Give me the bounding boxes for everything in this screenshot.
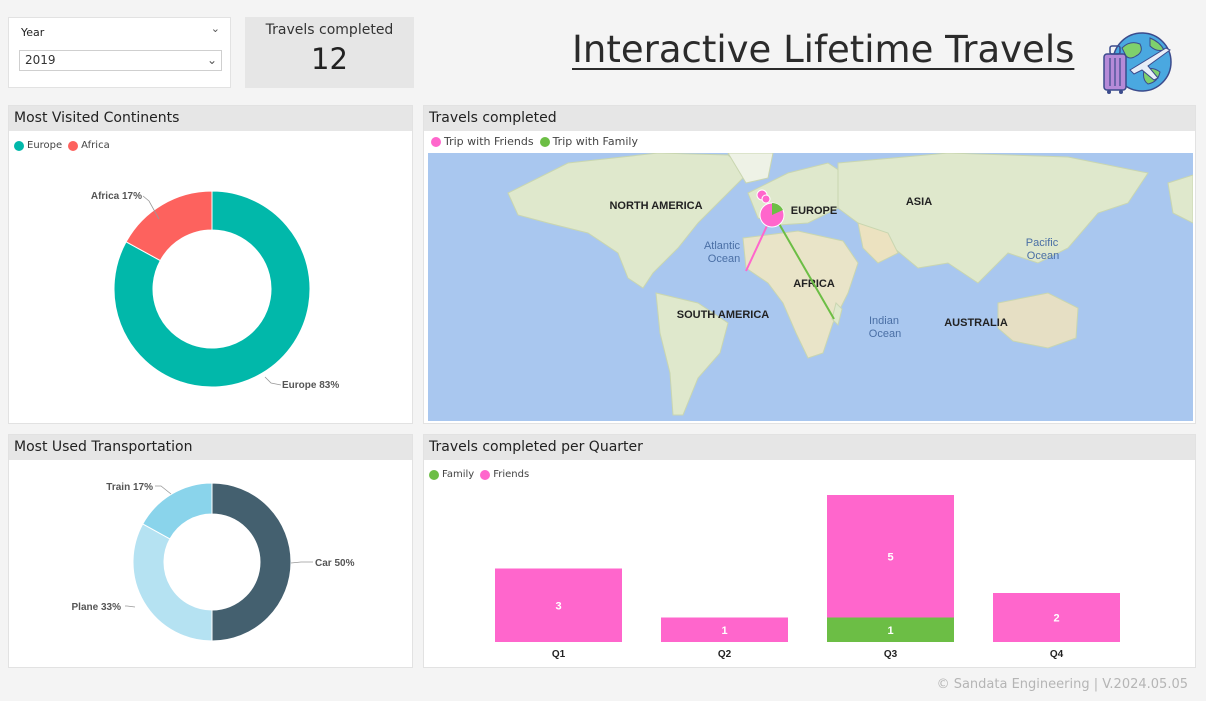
quarter-legend: Family Friends [429,469,529,480]
map-label-australia: AUSTRALIA [944,317,1008,329]
donut-slice-europe[interactable] [113,190,311,388]
continents-title: Most Visited Continents [9,106,412,131]
trip-bubble-friends[interactable] [761,194,771,204]
land-south-america [655,292,729,416]
slice-label-car: Car 50% [315,558,355,569]
land-arabia [857,222,899,264]
legend-swatch [431,136,441,147]
legend-label: Family [442,469,475,480]
trip-bubble-family-wedge[interactable] [772,202,783,215]
transport-title: Most Used Transportation [9,435,412,460]
donut-slice-car[interactable] [211,482,292,642]
map-label-asia: ASIA [906,196,932,208]
land-greenland [727,153,774,184]
leader-line [290,561,313,564]
land-africa [742,230,859,359]
map-label-pacific: Pacific [1026,237,1059,249]
donut-slice-plane[interactable] [132,523,213,642]
x-tick-label: Q3 [884,649,898,660]
year-dropdown[interactable]: 2019 ⌄ [19,50,222,71]
slice-label-train: Train 17% [106,482,153,493]
legend-swatch [68,140,79,151]
bar-label-friends-q4: 2 [1053,613,1059,625]
chevron-down-icon[interactable]: ⌄ [210,22,220,35]
legend-swatch [429,469,439,480]
bar-family-q3[interactable] [827,617,954,643]
legend-label: Trip with Family [552,135,638,148]
x-tick-label: Q1 [552,649,566,660]
map-label-pacific-ocean: Ocean [1027,250,1059,262]
legend-swatch [14,140,24,151]
map-label-south-america: SOUTH AMERICA [677,309,770,321]
kpi-card: Travels completed 12 [245,17,414,88]
slice-label-europe: Europe 83% [282,380,339,391]
map-label-atlantic: Atlantic [704,240,741,252]
leader-line [125,605,136,608]
page-title: Interactive Lifetime Travels [572,28,1075,71]
map-title: Travels completed [424,106,1195,131]
kpi-label: Travels completed [265,22,394,38]
bar-label-friends-q1: 3 [555,600,561,612]
continents-panel: Most Visited Continents Europe Africa Eu… [8,105,413,424]
bar-friends-q3[interactable] [827,495,954,618]
bar-label-friends-q2: 1 [721,625,727,637]
kpi-value: 12 [311,42,348,76]
legend-label: Friends [493,469,530,480]
legend-swatch [539,136,550,147]
continents-legend: Europe Africa [14,140,110,151]
map-label-indian: Indian [869,315,899,327]
legend-item-family[interactable]: Family [429,469,474,480]
continents-donut: Europe 83% Africa 17% [91,190,339,391]
x-tick-label: Q2 [718,649,732,660]
map-label-indian-ocean: Ocean [869,328,901,340]
map-legend: Trip with Friends Trip with Family [431,135,638,148]
land-australia [997,292,1079,349]
slice-label-plane: Plane 33% [72,602,122,613]
year-slicer-label: Year [21,26,45,39]
footer-credit: © Sandata Engineering | V.2024.05.05 [936,677,1188,692]
bar-friends-q2[interactable] [661,617,788,643]
quarter-panel: Travels completed per Quarter Family Fri… [423,434,1196,668]
land-madagascar [831,302,843,326]
bar-friends-q4[interactable] [993,593,1120,642]
legend-swatch [480,469,491,480]
legend-item-friends[interactable]: Trip with Friends [431,135,534,148]
bar-label-family-q3: 1 [887,625,893,637]
legend-item-friends[interactable]: Friends [480,469,529,480]
map-panel: Travels completed Trip with Friends Trip… [423,105,1196,424]
legend-label: Africa [81,140,110,151]
legend-item-europe[interactable]: Europe [14,140,62,151]
year-dropdown-value: 2019 [25,53,56,67]
map-label-north-america: NORTH AMERICA [609,200,702,212]
donut-slice-train[interactable] [142,482,213,540]
legend-label: Trip with Friends [444,135,534,148]
legend-item-family[interactable]: Trip with Family [539,135,638,148]
year-slicer: Year ⌄ 2019 ⌄ [8,17,231,88]
bar-friends-q1[interactable] [495,568,622,643]
travel-globe-icon [1103,32,1172,94]
world-map[interactable]: NORTH AMERICA EUROPE ASIA AFRICA SOUTH A… [428,153,1193,421]
legend-label: Europe [27,140,63,151]
donut-slice-africa[interactable] [125,190,213,262]
leader-line [142,195,160,220]
transport-panel: Most Used Transportation Car 50% Plane 3… [8,434,413,668]
quarter-title: Travels completed per Quarter [424,435,1195,460]
map-label-atlantic-ocean: Ocean [708,253,740,265]
bar-label-friends-q3: 5 [887,551,893,563]
quarter-bar-chart: 3 Q1 1 Q2 1 5 Q3 2 Q4 [495,495,1120,660]
land-north-america [507,153,749,289]
slice-label-africa: Africa 17% [91,191,142,202]
land-alaska [1167,174,1193,224]
leader-line [264,376,282,386]
route-family[interactable] [773,214,835,320]
map-label-europe: EUROPE [791,205,837,217]
transport-donut: Car 50% Plane 33% Train 17% [72,482,355,642]
x-tick-label: Q4 [1050,649,1064,660]
legend-item-africa[interactable]: Africa [68,140,110,151]
leader-line [155,485,172,495]
chevron-down-icon: ⌄ [206,53,217,67]
